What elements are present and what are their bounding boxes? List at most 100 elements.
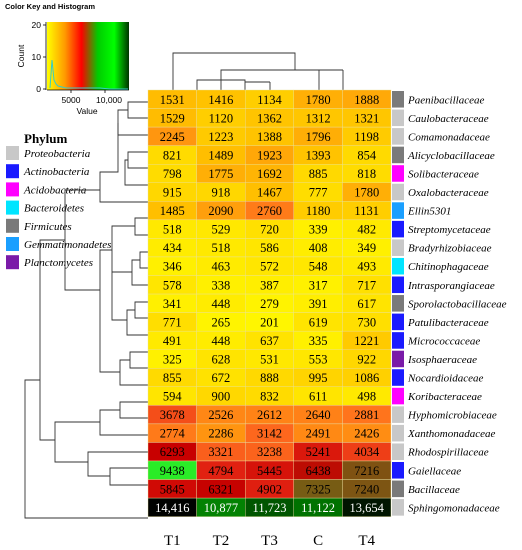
cell-value-label: 5445 xyxy=(257,464,282,478)
column-label: T3 xyxy=(261,533,278,549)
cell-value-label: 346 xyxy=(163,260,182,274)
family-label: Isosphaeraceae xyxy=(407,354,477,366)
cell-value-label: 1888 xyxy=(354,93,379,107)
cell-value-label: 553 xyxy=(309,352,328,366)
cell-value-label: 1223 xyxy=(208,130,233,144)
legend-label: Gemmatimonadetes xyxy=(24,239,111,251)
row-labels: Paenibacillaceae Caulobacteraceae Comamona… xyxy=(407,94,507,514)
cell-value-label: 482 xyxy=(357,223,376,237)
key-ytick-10: 10 xyxy=(32,52,42,62)
cell-value-label: 1393 xyxy=(306,148,331,162)
phylum-bar xyxy=(392,313,404,331)
cell-value-label: 1198 xyxy=(354,130,379,144)
cell-value-label: 2090 xyxy=(208,204,233,218)
phylum-bar xyxy=(392,128,404,145)
key-ylabel: Count xyxy=(16,44,26,67)
legend-label: Actinobacteria xyxy=(23,166,90,178)
color-key: Color Key and Histogram 0 10 20 Count 50… xyxy=(5,2,129,116)
family-label: Xanthomonadaceae xyxy=(407,428,495,440)
key-ytick-0: 0 xyxy=(36,84,41,94)
cell-value-label: 11,122 xyxy=(301,501,335,515)
cell-value-label: 2491 xyxy=(306,427,331,441)
cell-value-label: 1086 xyxy=(354,371,379,385)
legend-title: Phylum xyxy=(24,131,68,146)
family-label: Chitinophagaceae xyxy=(408,261,489,273)
cell-value-label: 637 xyxy=(260,334,279,348)
cell-value-label: 529 xyxy=(212,223,231,237)
legend-swatch xyxy=(6,200,19,215)
family-label: Streptomycetaceae xyxy=(408,224,491,236)
cell-value-label: 572 xyxy=(260,260,279,274)
phylum-legend: Phylum Proteobacteria Actinobacteria Acido… xyxy=(6,131,111,270)
cell-value-label: 349 xyxy=(357,241,376,255)
cell-value-label: 995 xyxy=(309,371,328,385)
phylum-bar xyxy=(392,462,404,479)
cell-value-label: 448 xyxy=(212,334,231,348)
cell-value-label: 2426 xyxy=(354,427,379,441)
cell-value-label: 5845 xyxy=(160,482,185,496)
phylum-bar xyxy=(392,202,404,219)
cell-value-label: 888 xyxy=(260,371,279,385)
phylum-bar xyxy=(392,350,404,368)
family-label: Comamonadaceae xyxy=(408,131,490,143)
cell-value-label: 611 xyxy=(309,390,327,404)
cell-value-label: 586 xyxy=(260,241,279,255)
phylum-bar xyxy=(392,183,404,201)
phylum-bar xyxy=(392,239,404,256)
phylum-bar xyxy=(392,220,404,238)
phylum-bar xyxy=(392,480,404,498)
cell-value-label: 2760 xyxy=(257,204,282,218)
phylum-bar xyxy=(392,146,404,164)
cell-value-label: 317 xyxy=(309,278,328,292)
family-label: Paenibacillaceae xyxy=(407,94,484,106)
cell-value-label: 1780 xyxy=(306,93,331,107)
cell-value-label: 918 xyxy=(212,186,231,200)
cell-value-label: 900 xyxy=(212,390,231,404)
cell-value-label: 4034 xyxy=(354,445,380,459)
key-ytick-20: 20 xyxy=(32,20,42,30)
family-label: Bacillaceae xyxy=(408,484,460,496)
family-label: Micrococcaceae xyxy=(407,335,480,347)
phylum-bar xyxy=(392,443,404,460)
cell-value-label: 1180 xyxy=(306,204,331,218)
cell-value-label: 1467 xyxy=(257,186,282,200)
cell-value-label: 6438 xyxy=(306,464,331,478)
column-dendrogram xyxy=(172,52,344,90)
legend-swatch xyxy=(6,146,19,160)
phylum-bar xyxy=(392,91,404,108)
cell-value-label: 498 xyxy=(357,390,376,404)
cell-value-label: 4794 xyxy=(208,464,234,478)
phylum-bars xyxy=(392,91,404,516)
cell-value-label: 617 xyxy=(357,297,376,311)
phylum-bar xyxy=(392,387,404,405)
cell-value-label: 448 xyxy=(212,297,231,311)
cell-value-label: 1120 xyxy=(209,111,234,125)
cell-value-label: 717 xyxy=(357,278,376,292)
family-label: Bradyrhizobiaceae xyxy=(408,243,492,255)
cell-value-label: 1362 xyxy=(257,111,282,125)
cell-value-label: 548 xyxy=(309,260,328,274)
cell-value-label: 3238 xyxy=(257,445,282,459)
cell-value-label: 855 xyxy=(163,371,182,385)
cell-value-label: 7325 xyxy=(306,482,331,496)
cell-value-label: 2612 xyxy=(257,408,282,422)
phylum-bar xyxy=(392,109,404,127)
cell-value-label: 1531 xyxy=(160,93,185,107)
cell-value-label: 5241 xyxy=(306,445,331,459)
cell-value-label: 1489 xyxy=(208,148,233,162)
cell-value-label: 3142 xyxy=(257,427,282,441)
legend-label: Proteobacteria xyxy=(23,148,91,160)
family-label: Hyphomicrobiaceae xyxy=(407,410,497,422)
legend-label: Acidobacteria xyxy=(23,184,87,196)
cell-value-label: 325 xyxy=(163,352,182,366)
family-label: Koribacteraceae xyxy=(407,391,482,403)
cell-value-label: 1529 xyxy=(160,111,185,125)
cell-value-label: 821 xyxy=(163,148,182,162)
cell-value-label: 493 xyxy=(357,260,376,274)
cell-value-label: 518 xyxy=(212,241,231,255)
column-labels: T1 T2 T3 C T4 xyxy=(164,533,376,549)
family-label: Rhodospirillaceae xyxy=(407,447,489,459)
cell-value-label: 818 xyxy=(357,167,376,181)
cell-value-label: 1780 xyxy=(354,186,379,200)
cell-value-label: 338 xyxy=(212,278,231,292)
